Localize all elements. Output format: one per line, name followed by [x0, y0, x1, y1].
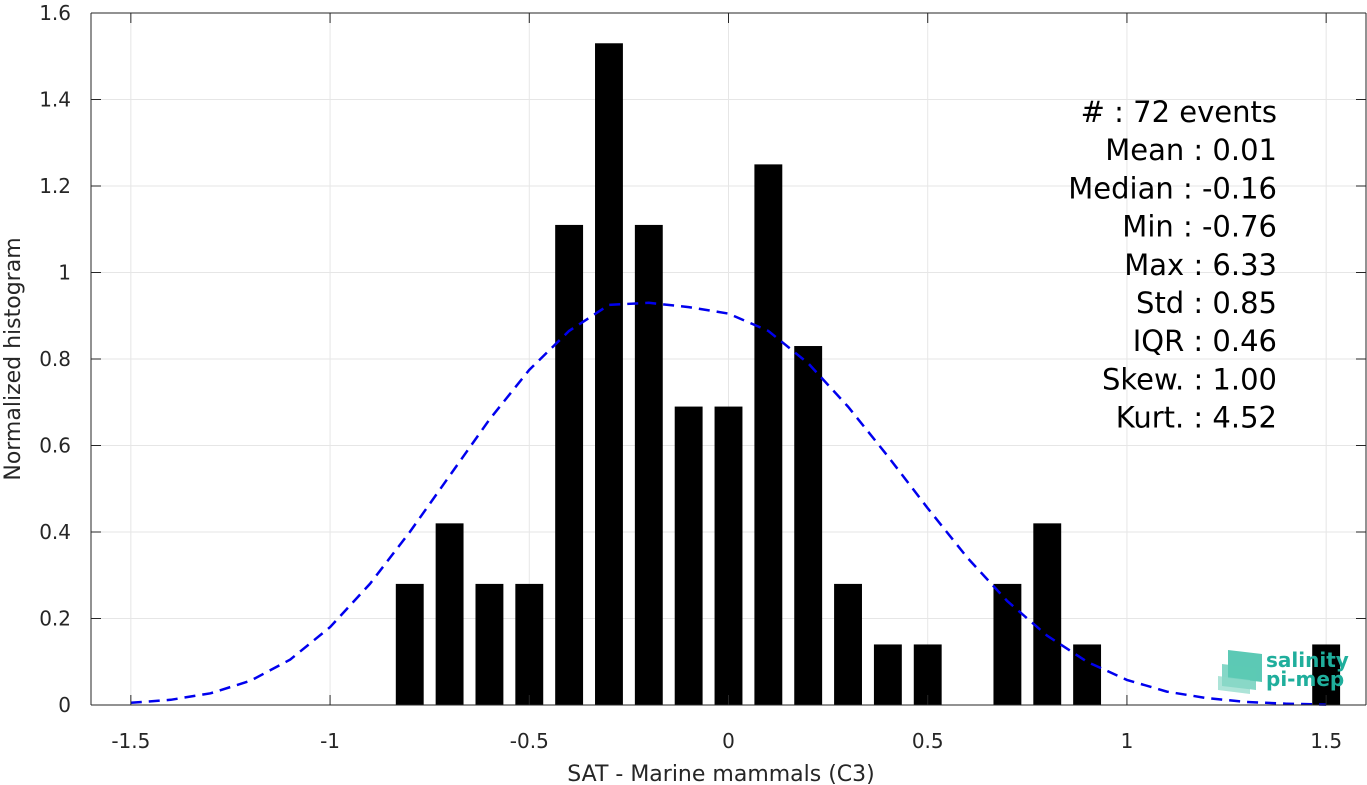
histogram-bar	[913, 644, 942, 705]
y-tick-label: 1.4	[39, 88, 71, 112]
histogram-bar	[634, 224, 663, 706]
logo-mark-icon	[1218, 650, 1262, 694]
stats-line: Median : -0.16	[1068, 171, 1277, 205]
x-tick-label: -1	[320, 729, 340, 753]
y-tick-label: 0	[58, 693, 71, 717]
x-tick-label: -0.5	[510, 729, 549, 753]
histogram-bar	[714, 406, 743, 705]
x-tick-label: -1.5	[111, 729, 150, 753]
y-tick-label: 1.2	[39, 174, 71, 198]
histogram-bars	[395, 43, 1341, 706]
x-axis-label: SAT - Marine mammals (C3)	[567, 762, 875, 785]
histogram-bar	[1073, 644, 1102, 705]
histogram-bar	[595, 43, 623, 705]
histogram-bar	[873, 644, 902, 705]
histogram-bar	[993, 583, 1022, 705]
histogram-bar	[754, 164, 783, 705]
histogram-bar	[395, 583, 424, 705]
stats-line: Min : -0.76	[1122, 210, 1277, 244]
histogram-bar	[555, 224, 584, 706]
y-tick-label: 0.8	[39, 347, 71, 371]
statistics-box: # : 72 events Mean : 0.01 Median : -0.16 Mi…	[1068, 95, 1277, 435]
stats-line: Skew. : 1.00	[1102, 362, 1277, 396]
histogram-bar	[435, 523, 464, 705]
histogram-bar	[475, 583, 504, 705]
stats-line: Mean : 0.01	[1105, 133, 1277, 167]
salinity-pimep-logo: salinity pi-mep	[1218, 648, 1349, 694]
histogram-bar	[834, 583, 862, 705]
stats-line: Kurt. : 4.52	[1116, 401, 1277, 435]
x-tick-label: 1.5	[1310, 729, 1342, 753]
histogram-bar	[1312, 644, 1341, 705]
stats-line: # : 72 events	[1081, 95, 1277, 129]
x-axis-ticks: -1.5 -1 -0.5 0 0.5 1 1.5	[111, 13, 1342, 753]
y-axis-label: Normalized histogram	[1, 237, 26, 480]
logo-text-salinity: salinity	[1266, 648, 1349, 672]
x-tick-label: 0	[722, 729, 735, 753]
logo-text-pimep: pi-mep	[1266, 667, 1344, 691]
gaussian-fit-curve	[130, 301, 1327, 706]
x-tick-label: 1	[1121, 729, 1134, 753]
histogram-bar	[1033, 523, 1062, 705]
y-tick-label: 1.6	[39, 1, 71, 25]
stats-line: Std : 0.85	[1136, 286, 1277, 320]
x-tick-label: 0.5	[912, 729, 944, 753]
y-tick-label: 1	[58, 261, 71, 285]
y-tick-label: 0.4	[39, 520, 71, 544]
y-tick-label: 0.2	[39, 607, 71, 631]
y-axis-ticks: 0 0.2 0.4 0.6 0.8 1 1.2 1.4 1.6	[39, 1, 1366, 717]
histogram-bar	[515, 583, 544, 705]
histogram-bar	[794, 346, 823, 705]
stats-line: Max : 6.33	[1124, 248, 1277, 282]
histogram-bar	[674, 406, 703, 705]
stats-line: IQR : 0.46	[1133, 324, 1277, 358]
y-tick-label: 0.6	[39, 434, 71, 458]
